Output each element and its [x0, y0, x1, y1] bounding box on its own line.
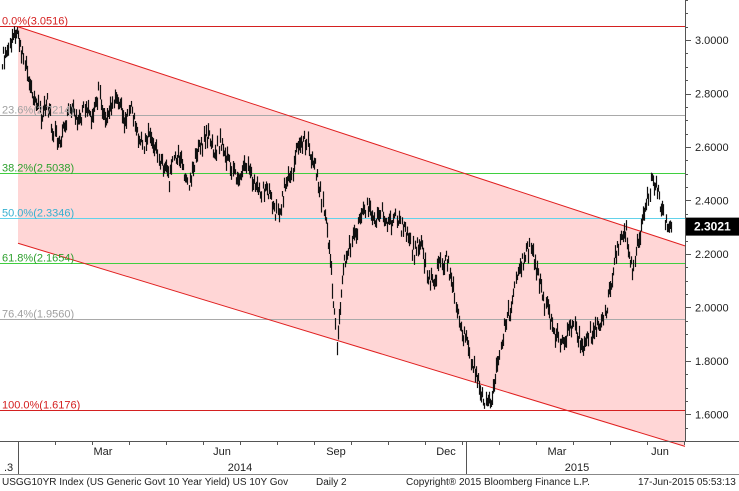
x-month-label: Dec [436, 446, 456, 458]
channel-fill [18, 26, 685, 447]
footer: USGG10YR Index (US Generic Govt 10 Year … [0, 474, 739, 491]
y-tick-label: 2.2000 [695, 249, 729, 261]
channel-lower-line [17, 242, 686, 447]
channel-upper-line [17, 26, 686, 247]
fib-label: 50.0%(2.3346) [2, 208, 74, 220]
y-tick-label: 2.6000 [695, 142, 729, 154]
x-month-label: Sep [326, 446, 346, 458]
x-month-label: Jun [213, 446, 231, 458]
fib-label: 0.0%(3.0516) [2, 16, 68, 28]
footer-copyright: Copyright® 2015 Bloomberg Finance L.P. [406, 477, 590, 488]
fib-label: 38.2%(2.5038) [2, 163, 74, 175]
x-year-label: 2014 [228, 462, 252, 474]
last-value-tag: 2.3021 [686, 217, 739, 236]
fib-label: 61.8%(2.1654) [2, 253, 74, 265]
y-tick-label: 1.8000 [695, 356, 729, 368]
y-tick-label: 3.0000 [695, 35, 729, 47]
footer-ticker: USGG10YR Index (US Generic Govt 10 Year … [2, 477, 289, 488]
y-tick-label: 2.0000 [695, 302, 729, 314]
x-year-label: .3 [4, 462, 13, 474]
footer-timestamp: 17-Jun-2015 05:53:13 [638, 477, 736, 488]
fib-label: 23.6%(2.7214) [2, 105, 74, 117]
y-tick-label: 2.4000 [695, 195, 729, 207]
last-value-label: 2.3021 [694, 220, 731, 234]
y-tick-label: 2.8000 [695, 89, 729, 101]
x-month-label: Mar [94, 446, 113, 458]
x-month-label: Mar [548, 446, 567, 458]
x-year-label: 2015 [565, 462, 589, 474]
footer-period: Daily 2 [316, 477, 347, 488]
x-month-label: Jun [651, 446, 669, 458]
fib-label: 76.4%(1.9560) [2, 309, 74, 321]
fib-label: 100.0%(1.6176) [2, 400, 80, 412]
y-tick-label: 1.6000 [695, 409, 729, 421]
